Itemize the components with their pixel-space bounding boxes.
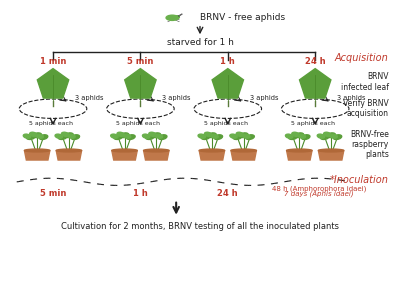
Ellipse shape (146, 135, 154, 139)
Ellipse shape (301, 135, 310, 139)
Ellipse shape (295, 133, 304, 138)
Polygon shape (300, 69, 331, 98)
Ellipse shape (166, 15, 178, 20)
Ellipse shape (123, 134, 131, 138)
Text: 5 aphids each: 5 aphids each (116, 121, 160, 126)
Ellipse shape (320, 135, 329, 139)
Text: 3 aphids: 3 aphids (75, 95, 103, 101)
Ellipse shape (62, 132, 69, 136)
Ellipse shape (289, 135, 297, 139)
Ellipse shape (144, 149, 169, 152)
Ellipse shape (286, 134, 293, 138)
Text: 1 min: 1 min (40, 57, 66, 66)
Text: 5 aphids each: 5 aphids each (29, 121, 73, 126)
Ellipse shape (111, 134, 118, 138)
Ellipse shape (114, 135, 122, 139)
Text: 5 min: 5 min (127, 57, 154, 66)
Text: *Inoculation: *Inoculation (330, 175, 389, 185)
Ellipse shape (120, 133, 129, 138)
Polygon shape (24, 150, 50, 160)
Text: starved for 1 h: starved for 1 h (166, 38, 234, 47)
Ellipse shape (71, 135, 80, 139)
Ellipse shape (68, 134, 75, 138)
Ellipse shape (298, 134, 306, 138)
Text: 5 aphids each: 5 aphids each (291, 121, 335, 126)
Ellipse shape (58, 135, 67, 139)
Ellipse shape (174, 16, 180, 19)
Ellipse shape (26, 135, 35, 139)
Ellipse shape (292, 132, 299, 136)
Ellipse shape (55, 134, 62, 138)
Ellipse shape (155, 134, 162, 138)
Ellipse shape (33, 133, 42, 138)
Ellipse shape (117, 132, 124, 136)
Ellipse shape (24, 149, 50, 152)
Ellipse shape (127, 135, 135, 139)
Polygon shape (212, 69, 244, 98)
Ellipse shape (318, 149, 344, 152)
Ellipse shape (246, 135, 254, 139)
Text: BRNV
infected leaf: BRNV infected leaf (341, 72, 389, 92)
Polygon shape (318, 150, 344, 160)
Text: 5 min: 5 min (40, 189, 66, 198)
Ellipse shape (56, 149, 82, 152)
Polygon shape (199, 150, 225, 160)
Ellipse shape (240, 133, 248, 138)
Ellipse shape (231, 149, 256, 152)
Polygon shape (125, 69, 156, 98)
Ellipse shape (30, 132, 37, 136)
Ellipse shape (236, 132, 244, 136)
Polygon shape (286, 150, 312, 160)
Ellipse shape (65, 133, 73, 138)
Ellipse shape (204, 132, 212, 136)
Ellipse shape (330, 134, 337, 138)
Text: 7 days (Aphis idaei): 7 days (Aphis idaei) (284, 191, 354, 197)
Ellipse shape (142, 134, 150, 138)
Ellipse shape (149, 132, 156, 136)
Ellipse shape (333, 135, 342, 139)
Ellipse shape (39, 135, 48, 139)
Text: 3 aphids: 3 aphids (250, 95, 278, 101)
Text: 5 aphids each: 5 aphids each (204, 121, 248, 126)
Text: 3 aphids: 3 aphids (162, 95, 191, 101)
Text: 1 h: 1 h (133, 189, 148, 198)
Text: BRNV-free
raspberry
plants: BRNV-free raspberry plants (350, 130, 389, 160)
Text: 3 aphids: 3 aphids (337, 95, 366, 101)
Ellipse shape (112, 149, 137, 152)
Ellipse shape (152, 133, 160, 138)
Ellipse shape (198, 134, 206, 138)
Text: BRNV - free aphids: BRNV - free aphids (200, 13, 285, 22)
Ellipse shape (211, 134, 218, 138)
Ellipse shape (199, 149, 225, 152)
Ellipse shape (230, 134, 237, 138)
Text: Verify BRNV
acquisition: Verify BRNV acquisition (343, 99, 389, 119)
Polygon shape (144, 150, 169, 160)
Ellipse shape (36, 134, 43, 138)
Ellipse shape (233, 135, 242, 139)
Polygon shape (112, 150, 137, 160)
Text: 24 h: 24 h (218, 189, 238, 198)
Ellipse shape (242, 134, 250, 138)
Ellipse shape (324, 132, 331, 136)
Ellipse shape (23, 134, 31, 138)
Polygon shape (231, 150, 256, 160)
Text: 24 h: 24 h (305, 57, 326, 66)
Text: 1 h: 1 h (220, 57, 235, 66)
Ellipse shape (158, 135, 167, 139)
Ellipse shape (327, 133, 335, 138)
Text: 48 h (Amphorophora idaei): 48 h (Amphorophora idaei) (272, 185, 366, 192)
Polygon shape (56, 150, 82, 160)
Ellipse shape (201, 135, 210, 139)
Text: Acquisition: Acquisition (335, 53, 389, 63)
Text: Cultivation for 2 months, BRNV testing of all the inoculated plants: Cultivation for 2 months, BRNV testing o… (61, 222, 339, 231)
Ellipse shape (214, 135, 222, 139)
Ellipse shape (286, 149, 312, 152)
Polygon shape (37, 69, 69, 98)
Ellipse shape (317, 134, 324, 138)
Ellipse shape (208, 133, 216, 138)
